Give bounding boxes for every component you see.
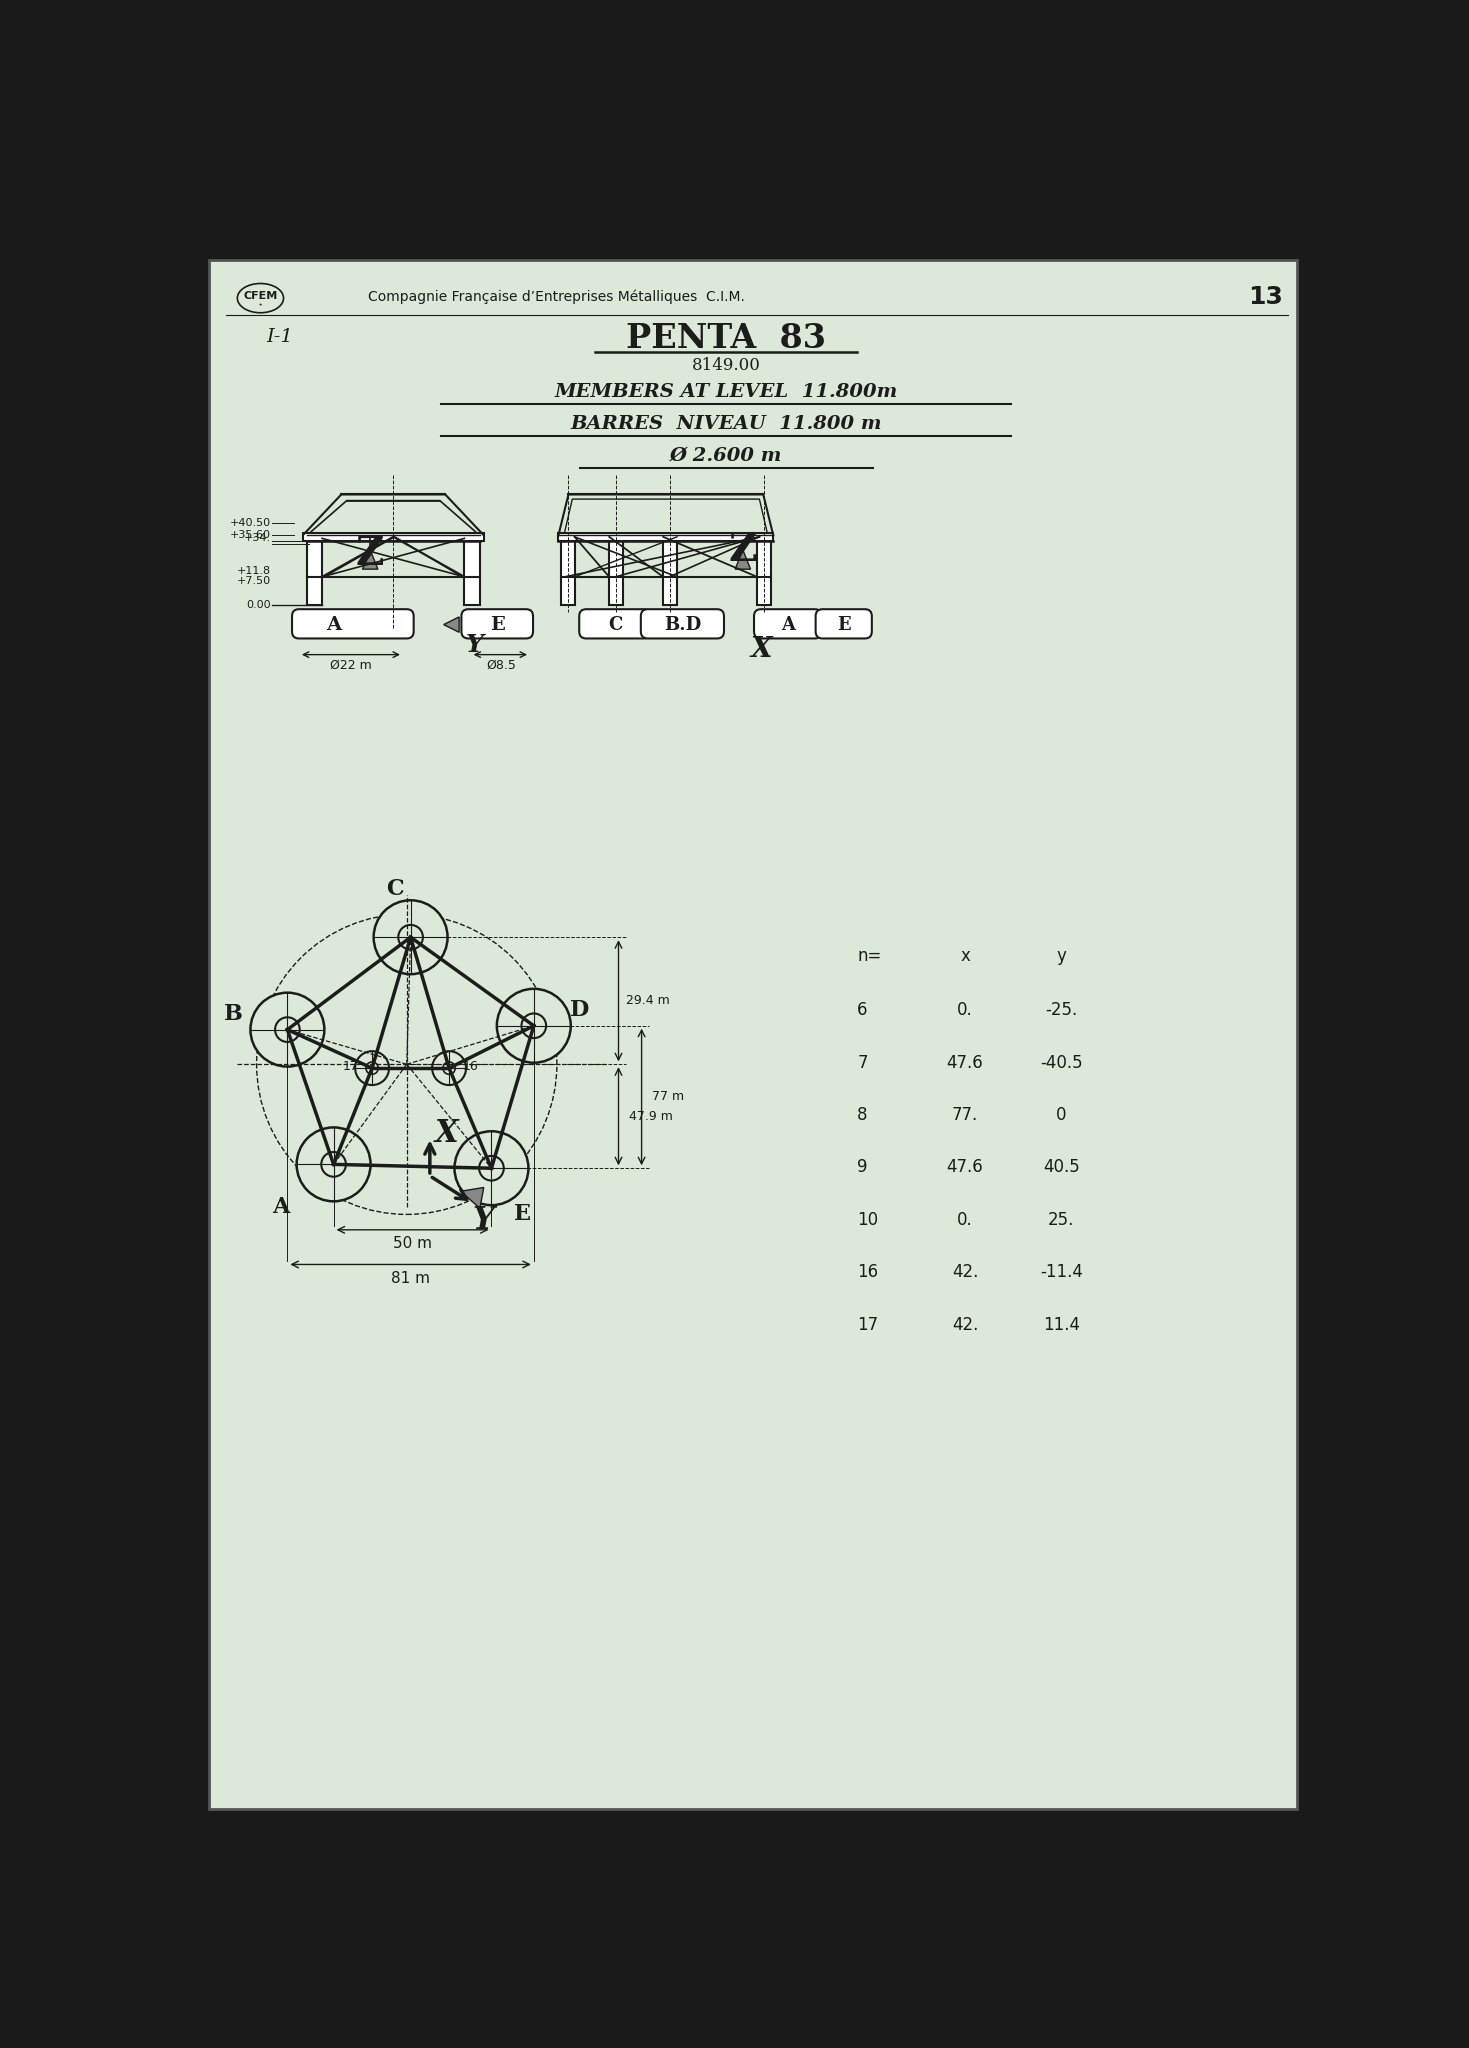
Text: B.D: B.D — [664, 616, 701, 633]
Circle shape — [497, 989, 571, 1063]
Text: 8: 8 — [858, 1106, 868, 1124]
Text: Z: Z — [729, 530, 757, 569]
Text: +11.8: +11.8 — [237, 565, 270, 575]
FancyBboxPatch shape — [815, 608, 871, 639]
Text: 42.: 42. — [952, 1264, 978, 1282]
Circle shape — [521, 1014, 546, 1038]
Text: CFEM: CFEM — [244, 291, 278, 301]
Text: x: x — [961, 948, 970, 965]
Text: E: E — [491, 616, 505, 633]
Circle shape — [250, 993, 325, 1067]
Text: BARRES  NIVEAU  11.800 m: BARRES NIVEAU 11.800 m — [570, 414, 881, 432]
Text: 40.5: 40.5 — [1043, 1159, 1080, 1176]
Text: 47.6: 47.6 — [946, 1159, 983, 1176]
Bar — [558, 532, 773, 541]
FancyBboxPatch shape — [461, 608, 533, 639]
Text: Y: Y — [466, 633, 483, 657]
Text: 29.4 m: 29.4 m — [626, 993, 670, 1008]
Bar — [610, 539, 623, 604]
Text: 9: 9 — [858, 1159, 868, 1176]
Text: 17: 17 — [858, 1315, 878, 1333]
Text: Ø22 m: Ø22 m — [331, 659, 372, 672]
Text: PENTA  83: PENTA 83 — [626, 322, 826, 356]
Text: ⋆: ⋆ — [259, 299, 263, 307]
Text: 77.: 77. — [952, 1106, 978, 1124]
Text: 0.: 0. — [958, 1001, 972, 1020]
Bar — [757, 539, 771, 604]
Polygon shape — [734, 551, 751, 569]
Text: 10: 10 — [858, 1210, 878, 1229]
Text: 16: 16 — [858, 1264, 878, 1282]
FancyBboxPatch shape — [579, 608, 651, 639]
Circle shape — [355, 1051, 389, 1085]
Polygon shape — [444, 616, 460, 633]
Text: n=: n= — [858, 948, 881, 965]
Text: Y: Y — [473, 1204, 495, 1237]
Text: +35.60: +35.60 — [229, 530, 270, 539]
Text: 7: 7 — [858, 1055, 868, 1071]
Text: -40.5: -40.5 — [1040, 1055, 1083, 1071]
Text: MEMBERS AT LEVEL  11.800m: MEMBERS AT LEVEL 11.800m — [555, 383, 898, 401]
Text: Compagnie Française d’Entreprises Métalliques  C.I.M.: Compagnie Française d’Entreprises Métall… — [369, 289, 745, 303]
Text: B: B — [225, 1004, 242, 1026]
Text: 77 m: 77 m — [652, 1090, 685, 1104]
Text: +34.: +34. — [244, 532, 270, 543]
Text: A: A — [782, 616, 795, 633]
Text: A: A — [326, 616, 341, 633]
Circle shape — [373, 901, 448, 975]
Text: X: X — [435, 1118, 458, 1149]
Polygon shape — [461, 1188, 483, 1208]
Text: 16: 16 — [463, 1061, 479, 1073]
Bar — [464, 539, 480, 604]
Text: C: C — [608, 616, 623, 633]
Text: 8149.00: 8149.00 — [692, 356, 761, 373]
Text: -11.4: -11.4 — [1040, 1264, 1083, 1282]
Circle shape — [479, 1155, 504, 1180]
Text: X: X — [751, 635, 771, 664]
Polygon shape — [363, 551, 378, 569]
Bar — [303, 532, 483, 541]
FancyBboxPatch shape — [640, 608, 724, 639]
FancyBboxPatch shape — [292, 608, 414, 639]
Circle shape — [454, 1130, 529, 1204]
Text: 47.6: 47.6 — [946, 1055, 983, 1071]
Text: D: D — [570, 999, 589, 1022]
Text: 13: 13 — [1247, 285, 1282, 309]
Text: 50 m: 50 m — [394, 1237, 432, 1251]
Circle shape — [432, 1051, 466, 1085]
Text: A: A — [273, 1196, 289, 1219]
Circle shape — [398, 926, 423, 950]
Text: Z: Z — [355, 535, 385, 573]
Bar — [663, 539, 677, 604]
Text: C: C — [386, 879, 404, 901]
Text: 0.: 0. — [958, 1210, 972, 1229]
Text: Ø8.5: Ø8.5 — [486, 659, 516, 672]
FancyBboxPatch shape — [754, 608, 821, 639]
Text: 11.4: 11.4 — [1043, 1315, 1080, 1333]
Text: 17: 17 — [342, 1061, 358, 1073]
Bar — [561, 539, 574, 604]
Circle shape — [366, 1063, 378, 1075]
Text: I-1: I-1 — [266, 328, 294, 346]
Text: -25.: -25. — [1044, 1001, 1077, 1020]
Circle shape — [444, 1063, 455, 1075]
Circle shape — [275, 1018, 300, 1042]
Circle shape — [297, 1126, 370, 1202]
Text: +7.50: +7.50 — [237, 575, 270, 586]
Circle shape — [322, 1153, 345, 1178]
Text: 0: 0 — [1056, 1106, 1066, 1124]
Text: 25.: 25. — [1047, 1210, 1074, 1229]
Text: 42.: 42. — [952, 1315, 978, 1333]
Bar — [307, 539, 322, 604]
Text: +40.50: +40.50 — [229, 518, 270, 528]
Text: 47.9 m: 47.9 m — [629, 1110, 673, 1122]
Text: E: E — [837, 616, 851, 633]
Text: Ø 2.600 m: Ø 2.600 m — [670, 446, 783, 465]
Text: 6: 6 — [858, 1001, 868, 1020]
Text: 81 m: 81 m — [391, 1272, 430, 1286]
Text: y: y — [1056, 948, 1066, 965]
Text: E: E — [514, 1204, 530, 1225]
Text: 0.00: 0.00 — [245, 600, 270, 610]
